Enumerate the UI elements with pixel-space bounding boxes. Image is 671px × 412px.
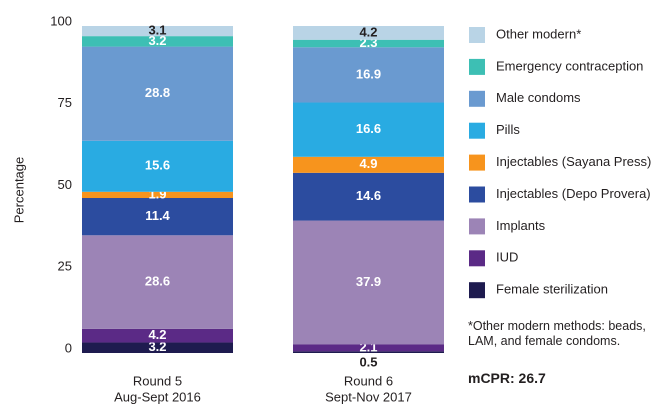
value-label: 16.6: [356, 121, 381, 136]
value-label: 16.9: [356, 66, 381, 81]
bar-segment: [82, 328, 233, 343]
bar-segment: [293, 26, 444, 40]
legend-label: Injectables (Sayana Press): [496, 154, 651, 169]
value-label: 0.5: [359, 354, 377, 369]
legend-label: IUD: [496, 250, 518, 265]
bar-segment: [82, 140, 233, 192]
value-label: 3.1: [148, 23, 166, 38]
x-tick-label: Sept-Nov 2017: [325, 389, 412, 404]
value-label: 3.2: [148, 339, 166, 354]
x-tick-label: Aug-Sept 2016: [114, 389, 201, 404]
value-label: 28.6: [145, 273, 170, 288]
legend-label: Emergency contraception: [496, 58, 643, 73]
legend-swatch: [469, 250, 485, 267]
bar-segment: [82, 46, 233, 141]
y-tick-label: 50: [58, 177, 72, 192]
legend-swatch: [469, 282, 485, 299]
value-label: 14.6: [356, 188, 381, 203]
y-tick-label: 0: [65, 340, 72, 355]
value-label: 3.2: [148, 33, 166, 48]
bar-segment: [293, 344, 444, 352]
legend-label: Injectables (Depo Provera): [496, 186, 651, 201]
legend-swatch: [469, 90, 485, 107]
bar-segment: [293, 351, 444, 353]
value-label: 4.9: [359, 156, 377, 171]
y-tick-label: 100: [50, 13, 72, 28]
bar-segment: [293, 220, 444, 345]
note: *Other modern methods: beads, LAM, and f…: [468, 319, 646, 348]
annotation: mCPR: 26.7: [468, 370, 546, 386]
y-tick-label: 25: [58, 259, 72, 274]
legend-swatch: [469, 122, 485, 139]
bar-segment: [82, 235, 233, 329]
bar-segment: [293, 156, 444, 173]
bar-segment: [293, 172, 444, 221]
legend-label: Other modern*: [496, 26, 581, 41]
value-label: 4.2: [148, 327, 166, 342]
legend-swatch: [469, 58, 485, 75]
legend-swatch: [469, 218, 485, 235]
value-label: 37.9: [356, 274, 381, 289]
bar-segment: [82, 36, 233, 47]
y-axis-label: Percentage: [11, 157, 26, 224]
value-label: 15.6: [145, 158, 170, 173]
value-label: 4.2: [359, 24, 377, 39]
bar-segment: [293, 102, 444, 157]
bar-segment: [293, 39, 444, 48]
bar-segment: [82, 342, 233, 353]
bar-segment: [293, 47, 444, 103]
bar-segment: [82, 198, 233, 236]
legend-swatch: [469, 27, 485, 43]
bar-segment: [82, 191, 233, 199]
y-tick-label: 75: [58, 95, 72, 110]
legend-label: Pills: [496, 122, 520, 137]
x-tick-label: Round 5: [133, 373, 182, 388]
legend-swatch: [469, 186, 485, 203]
legend-label: Implants: [496, 218, 546, 233]
bar-segment: [82, 26, 233, 37]
legend-label: Male condoms: [496, 90, 581, 105]
value-label: 11.4: [145, 208, 170, 223]
legend-swatch: [469, 154, 485, 171]
x-tick-label: Round 6: [344, 373, 393, 388]
value-label: 28.8: [145, 85, 170, 100]
legend-label: Female sterilization: [496, 282, 608, 297]
